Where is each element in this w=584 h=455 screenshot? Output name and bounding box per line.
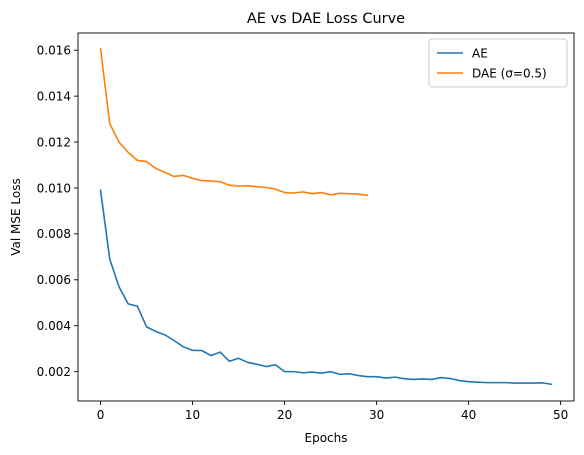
y-tick-label: 0.004 — [37, 319, 71, 333]
series-lines — [99, 48, 553, 386]
y-tick-label: 0.016 — [37, 44, 71, 58]
series-line-ae — [99, 189, 553, 386]
y-tick-label: 0.010 — [37, 181, 71, 195]
y-axis-ticks: 0.002 0.004 0.006 0.008 0.010 0.012 0.014 0.016 — [37, 44, 78, 379]
y-tick-label: 0.002 — [37, 365, 71, 379]
y-tick-label: 0.008 — [37, 227, 71, 241]
legend: AE DAE (σ=0.5) — [428, 38, 568, 88]
y-tick-label: 0.006 — [37, 273, 71, 287]
x-axis-ticks: 0 10 20 30 40 50 — [97, 401, 568, 422]
legend-label: DAE (σ=0.5) — [472, 66, 547, 80]
series-line-dae — [99, 48, 369, 197]
chart-title: AE vs DAE Loss Curve — [247, 11, 405, 27]
y-tick-label: 0.012 — [37, 135, 71, 149]
y-tick-label: 0.014 — [37, 89, 71, 103]
x-tick-label: 50 — [553, 408, 568, 422]
legend-box — [428, 38, 568, 88]
x-tick-label: 20 — [277, 408, 292, 422]
x-axis-label: Epochs — [305, 431, 348, 445]
x-tick-label: 10 — [185, 408, 200, 422]
y-axis-label: Val MSE Loss — [9, 178, 23, 255]
plot-area — [77, 32, 575, 402]
x-tick-label: 0 — [97, 408, 105, 422]
x-tick-label: 30 — [369, 408, 384, 422]
legend-label: AE — [472, 46, 488, 60]
x-tick-label: 40 — [461, 408, 476, 422]
axes-frame — [77, 32, 575, 402]
